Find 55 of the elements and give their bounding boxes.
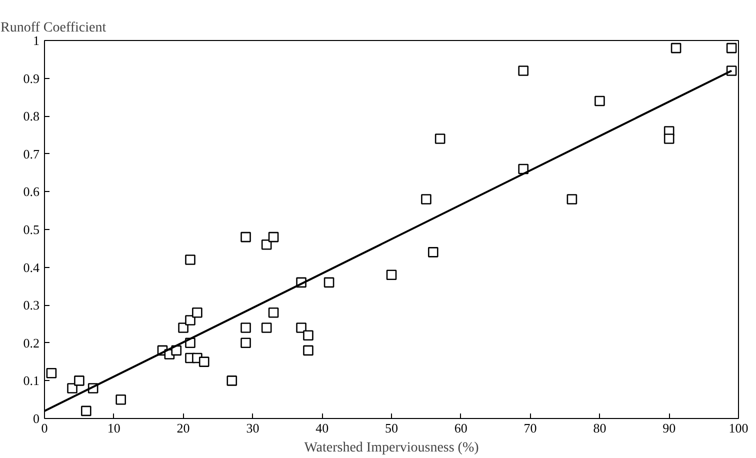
point	[664, 134, 674, 144]
point	[386, 270, 397, 280]
point	[726, 42, 737, 54]
x-tick-label: 100	[728, 420, 748, 436]
x-tick-label: 50	[385, 420, 398, 436]
point	[185, 315, 196, 326]
y-tick-label: 0.3	[23, 298, 40, 313]
x-tick-label: 80	[593, 420, 606, 436]
y-tick-label: 0.6	[23, 184, 40, 200]
point	[198, 356, 210, 367]
x-tick-label: 40	[316, 420, 329, 436]
x-axis-title: Watershed Imperviousness (%)	[304, 440, 480, 456]
point	[303, 330, 314, 340]
point	[185, 254, 196, 265]
point	[594, 96, 605, 106]
y-tick-label: 0.9	[23, 70, 40, 86]
y-tick-label: 0.1	[23, 373, 40, 388]
y-tick-label: 0.4	[23, 260, 40, 275]
point	[421, 194, 432, 204]
x-tick-label: 60	[454, 420, 468, 436]
point	[261, 239, 272, 250]
point	[240, 232, 251, 242]
point	[74, 376, 84, 386]
point	[46, 368, 57, 378]
point	[303, 345, 314, 356]
x-tick-label: 30	[246, 420, 260, 436]
x-tick-label: 90	[662, 420, 676, 436]
point	[670, 42, 682, 54]
point	[566, 194, 578, 204]
point	[80, 406, 92, 416]
point	[192, 308, 202, 318]
y-tick-label: 0.5	[23, 222, 40, 237]
point	[178, 322, 188, 333]
y-tick-label: 0	[33, 411, 40, 426]
y-tick-label: 0.2	[23, 335, 40, 350]
point	[226, 376, 238, 386]
point	[428, 247, 438, 258]
x-tick-label: 70	[524, 420, 537, 436]
point	[518, 66, 529, 76]
point	[116, 394, 126, 405]
y-tick-label: 1	[33, 33, 40, 48]
point	[296, 322, 306, 333]
point	[268, 308, 279, 318]
point	[268, 232, 279, 242]
point	[240, 322, 251, 333]
point	[261, 322, 272, 333]
y-axis-title: Runoff Coefficient	[0, 20, 106, 36]
x-tick-label: 10	[107, 420, 120, 436]
point	[67, 383, 78, 394]
y-tick-label: 0.7	[23, 146, 40, 162]
point	[240, 338, 251, 348]
point	[324, 277, 334, 288]
x-tick-label: 20	[176, 420, 190, 436]
point	[434, 134, 446, 144]
y-tick-label: 0.8	[23, 108, 40, 124]
